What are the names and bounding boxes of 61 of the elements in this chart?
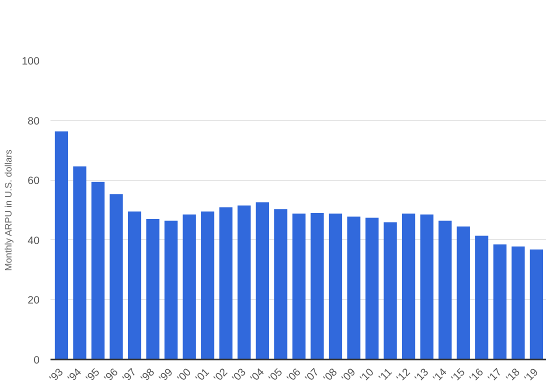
bar [475,236,488,360]
x-tick-label: '17 [486,366,504,385]
x-tick-label: '97 [120,366,139,385]
y-tick-label: 80 [28,115,40,128]
x-tick-label: '98 [138,366,158,385]
x-tick-label: '07 [303,366,322,385]
y-tick-label: 40 [28,234,40,247]
x-tick-label: '05 [266,366,285,385]
x-tick-label: '01 [194,366,212,385]
bar [456,226,470,360]
bar [328,214,342,360]
y-tick-label: 20 [28,294,40,307]
x-tick-label: '19 [522,366,541,385]
bar [512,246,525,360]
x-tick-label: '00 [175,366,194,385]
bar [91,182,105,360]
y-tick-label: 100 [22,56,40,68]
x-tick-label: '03 [230,366,248,385]
x-tick-label: '14 [431,366,450,385]
bar [146,218,160,360]
bar [402,214,416,360]
y-tick-label: 0 [34,354,40,366]
bar [530,249,544,360]
bar [493,244,506,360]
bar [164,220,178,360]
bar [73,166,86,360]
x-tick-label: '04 [248,366,267,385]
bar [128,211,142,360]
bar [347,216,360,360]
x-tick-label: '06 [284,366,304,385]
bar [274,209,288,360]
y-tick-label: 60 [28,175,40,188]
x-tick-label: '02 [212,366,230,385]
x-tick-label: '93 [47,366,66,385]
bar [310,212,324,360]
x-tick-label: '09 [340,366,358,385]
bar [365,218,379,360]
x-tick-label: '12 [394,366,413,385]
x-tick-label: '99 [157,366,176,385]
x-tick-label: '10 [358,366,376,385]
bar [182,214,196,360]
bar [201,211,214,360]
bar [438,220,452,360]
x-tick-label: '08 [321,366,340,385]
x-tick-label: '16 [468,366,486,385]
bar [292,214,306,360]
x-tick-label: '95 [84,366,102,385]
bar [110,194,123,360]
bar [256,202,269,360]
x-tick-label: '18 [504,366,522,385]
bar [54,131,68,360]
x-tick-label: '11 [376,366,395,384]
bar [384,222,397,360]
y-axis-title: Monthly ARPU in U.S. dollars [4,149,14,271]
x-tick-label: '15 [449,366,468,385]
x-tick-label: '96 [102,366,121,385]
bar [219,207,232,360]
x-tick-label: '13 [412,366,432,385]
x-tick-label: '94 [66,366,84,385]
bar [420,214,434,360]
bar [238,206,251,360]
